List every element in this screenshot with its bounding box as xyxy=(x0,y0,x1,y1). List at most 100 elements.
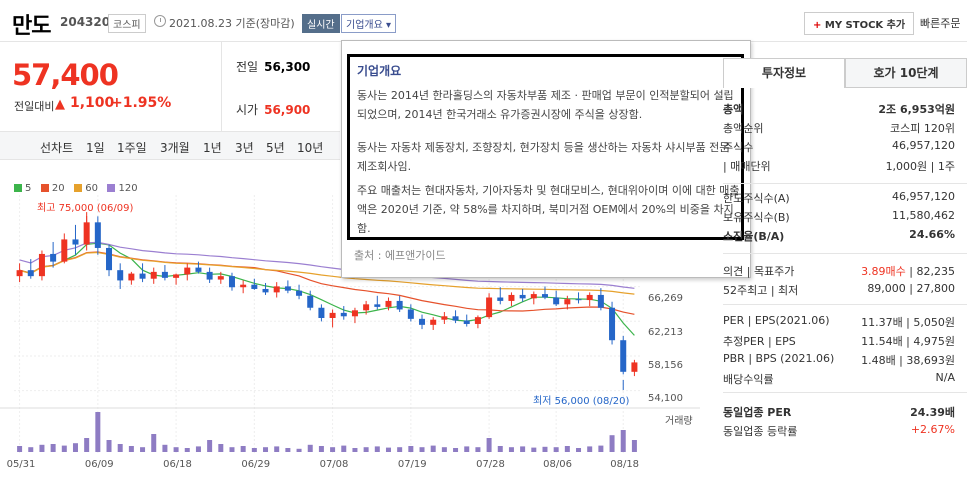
row-value-text: 11.54배 | 4,975원 xyxy=(861,335,955,348)
realtime-badge[interactable]: 실시간 xyxy=(302,14,340,33)
invest-info-row: 동일업종 PER 24.39배 xyxy=(723,404,955,420)
volume-bar xyxy=(576,448,582,452)
popup-paragraph: 주요 매출처는 현대자동차, 기아자동차 및 현대모비스, 현대위아이며 이에 … xyxy=(357,184,740,235)
candle-body xyxy=(329,312,336,318)
row-label: 주식수 xyxy=(723,141,754,154)
tab-5year[interactable]: 5년 xyxy=(266,141,285,155)
row-label: 한도주식수(A) xyxy=(723,192,790,205)
popup-title: 기업개요 xyxy=(357,64,402,78)
x-tick: 06/09 xyxy=(85,459,114,470)
row-label: 추정PER | EPS xyxy=(723,335,796,348)
mystock-add-button[interactable]: + MY STOCK 추가 xyxy=(804,12,915,35)
row-value: 코스피 120위 xyxy=(890,120,955,136)
candle-body xyxy=(228,276,235,288)
open-label: 시가 xyxy=(236,103,259,117)
legend-swatch xyxy=(14,184,22,192)
volume-bar xyxy=(609,435,615,452)
candle-body xyxy=(50,253,57,262)
candle-body xyxy=(497,297,504,301)
candle-body xyxy=(38,253,45,277)
volume-bar xyxy=(363,447,369,452)
row-label: 동일업종 PER xyxy=(723,406,792,419)
x-tick: 07/28 xyxy=(476,459,505,470)
candle-body xyxy=(430,319,437,325)
volume-bar xyxy=(520,446,526,452)
volume-bar xyxy=(441,447,447,452)
candle-body xyxy=(575,299,582,301)
candle-body xyxy=(586,294,593,301)
invest-info-row: 한도주식수(A) 46,957,120 xyxy=(723,190,955,206)
legend-swatch xyxy=(40,184,49,192)
candle-body xyxy=(195,267,202,272)
volume-bar xyxy=(128,446,134,452)
volume-bar xyxy=(229,447,235,452)
row-label: 보유주식수(B) xyxy=(723,211,790,224)
row-value-text: 11.37배 | 5,050원 xyxy=(861,316,955,329)
popup-paragraph: 동사는 2014년 한라홀딩스의 자동차부품 제조 · 판매업 부문이 인적분할… xyxy=(357,89,734,121)
volume-bar xyxy=(72,443,78,452)
volume-bar xyxy=(397,447,403,452)
row-value-text: 24.39배 xyxy=(910,406,955,419)
legend-swatch xyxy=(74,184,83,192)
legend-swatch xyxy=(107,184,116,192)
row-label: PER | EPS(2021.06) xyxy=(723,314,830,327)
volume-bar xyxy=(162,444,168,452)
row-label: | 매매단위 xyxy=(723,160,771,173)
invest-info-row: PBR | BPS (2021.06) 1.48배 | 38,693원 xyxy=(723,352,955,367)
row-label: 소진율(B/A) xyxy=(723,230,785,243)
x-tick: 06/18 xyxy=(163,459,192,470)
volume-bar xyxy=(587,446,593,452)
volume-bar xyxy=(251,448,257,452)
candle-body xyxy=(217,276,224,280)
volume-bar xyxy=(374,446,380,452)
volume-bar xyxy=(553,447,559,452)
row-value-text: N/A xyxy=(935,371,955,384)
open-price: 시가 56,900 xyxy=(236,101,310,118)
legend-label: 120 xyxy=(118,183,138,194)
row-value: 3.89매수 | 82,235 xyxy=(861,265,956,278)
candle-body xyxy=(474,317,481,324)
candle-body xyxy=(128,273,135,281)
prev-close: 전일 56,300 xyxy=(236,58,310,75)
volume-bar xyxy=(207,440,213,452)
volume-bar xyxy=(140,447,146,452)
legend-label: 60 xyxy=(85,183,98,194)
candle-body xyxy=(184,267,191,275)
volume-bar xyxy=(274,446,280,452)
candle-body xyxy=(407,309,414,319)
tab-3year[interactable]: 3년 xyxy=(235,141,254,155)
row-value: 1,000원 | 1주 xyxy=(886,158,955,174)
volume-bar xyxy=(95,412,101,452)
row-value: 24.39배 xyxy=(910,404,955,420)
tab-order-book[interactable]: 호가 10단계 xyxy=(845,58,967,88)
volume-bar xyxy=(430,445,436,452)
invest-info-row: 주식수 46,957,120 xyxy=(723,139,955,155)
tab-invest-info[interactable]: 투자정보 xyxy=(723,58,845,88)
tab-1year[interactable]: 1년 xyxy=(203,141,222,155)
company-info-button[interactable]: 기업개요 ▾ xyxy=(341,14,397,33)
tab-10year[interactable]: 10년 xyxy=(297,141,324,155)
candle-body xyxy=(150,271,157,279)
popup-source: 출처 : 에프앤가이드 xyxy=(354,249,446,262)
row-value-text: 11,580,462 xyxy=(892,209,955,222)
volume-bar xyxy=(330,447,336,452)
volume-bar xyxy=(28,447,34,452)
row-value-text: 82,235 xyxy=(916,265,956,278)
price-chart[interactable]: 66,269 62,213 58,156 54,100 최고 75,000 (0… xyxy=(0,190,700,480)
tab-3month[interactable]: 3개월 xyxy=(160,141,190,155)
row-value-highlight: 3.89매수 xyxy=(861,265,906,278)
company-info-popup: 기업개요 × 동사는 2014년 한라홀딩스의 자동차부품 제조 · 판매업 부… xyxy=(341,40,751,278)
quick-order-link[interactable]: 빠른주문 xyxy=(920,17,961,30)
row-value-text: 89,000 | 27,800 xyxy=(867,282,955,295)
ma-legend: 5 20 60 120 xyxy=(14,183,138,194)
tab-1week[interactable]: 1주일 xyxy=(117,141,147,155)
row-value-text: 46,957,120 xyxy=(892,190,955,203)
tab-line-chart[interactable]: 선차트 xyxy=(40,141,74,155)
candle-body xyxy=(240,284,247,288)
candle-body xyxy=(173,274,180,278)
y-tick: 58,156 xyxy=(648,360,683,371)
volume-bar xyxy=(117,444,123,452)
volume-bar xyxy=(475,447,481,452)
tab-1day[interactable]: 1일 xyxy=(86,141,105,155)
volume-bar xyxy=(408,446,414,452)
